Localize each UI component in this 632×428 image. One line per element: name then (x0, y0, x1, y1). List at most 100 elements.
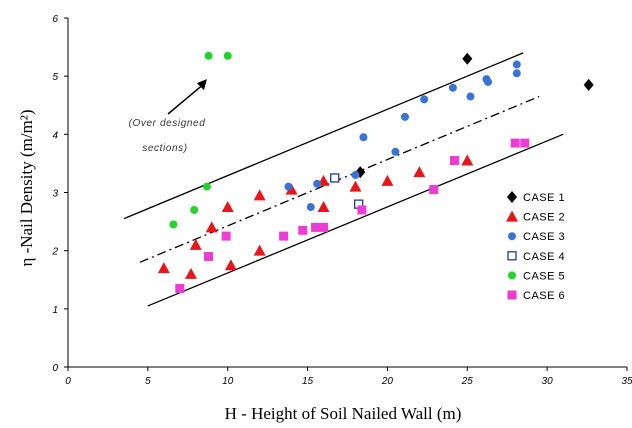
data-point (429, 185, 439, 195)
data-point (381, 174, 394, 186)
x-tick-label: 15 (302, 376, 314, 387)
series-case-6 (175, 138, 530, 293)
data-points (157, 51, 594, 293)
legend-label: CASE 5 (523, 270, 565, 282)
y-tick-label: 3 (52, 189, 58, 200)
data-point (484, 77, 493, 86)
legend-item: CASE 5 (508, 270, 565, 282)
data-point (391, 147, 400, 156)
data-point (157, 262, 170, 274)
data-point (204, 51, 213, 60)
x-tick-label: 35 (621, 376, 632, 387)
data-point (306, 203, 315, 212)
data-point (284, 182, 293, 191)
data-point (466, 92, 475, 101)
trend-lines (123, 52, 564, 307)
data-point (221, 201, 234, 213)
data-point (190, 205, 199, 214)
data-point (349, 180, 362, 192)
data-point (205, 221, 218, 233)
legend-marker (507, 251, 517, 261)
data-point (400, 112, 409, 121)
data-point (448, 83, 457, 92)
data-point (253, 189, 266, 201)
x-tick-label: 25 (461, 376, 474, 387)
data-point (298, 225, 308, 235)
data-point (204, 251, 214, 261)
data-point (317, 201, 330, 213)
legend: CASE 1 CASE 2 CASE 3 CASE 4 CASE 5 CASE 6 (506, 191, 565, 302)
data-point (413, 166, 426, 178)
data-point (450, 156, 460, 166)
data-point (279, 231, 289, 241)
data-point (169, 220, 178, 229)
trend-line-solid (147, 133, 564, 307)
annotation: (Over designed sections) (129, 79, 207, 154)
data-point (224, 259, 237, 271)
annotation-text: (Over designed (129, 118, 206, 129)
annotation-arrowhead (196, 79, 207, 91)
data-point (313, 179, 322, 188)
y-tick-label: 6 (52, 14, 58, 25)
legend-label: CASE 1 (523, 192, 565, 204)
legend-marker (507, 290, 517, 300)
legend-label: CASE 2 (523, 212, 565, 224)
series-case-3 (284, 60, 521, 212)
legend-marker (506, 210, 518, 222)
data-point (520, 138, 530, 148)
data-point (351, 171, 360, 180)
data-point (319, 222, 329, 232)
data-point (311, 222, 321, 232)
data-point (221, 231, 231, 241)
data-point (512, 69, 521, 78)
legend-label: CASE 4 (523, 251, 565, 263)
data-point (583, 78, 594, 91)
series-case-2 (157, 154, 474, 279)
legend-item: CASE 3 (508, 231, 565, 243)
legend-item: CASE 4 (507, 251, 565, 263)
data-point (462, 52, 473, 65)
annotation-text: sections) (142, 143, 187, 154)
x-tick-label: 0 (65, 376, 71, 387)
legend-marker (507, 191, 517, 203)
y-axis-title: η -Nail Density (m/m²) (17, 109, 36, 266)
data-point (420, 95, 429, 104)
y-tick-label: 2 (51, 247, 58, 258)
data-point (184, 267, 197, 279)
data-point (223, 51, 232, 60)
data-point (189, 238, 202, 250)
data-point (510, 138, 520, 148)
data-point (202, 182, 211, 191)
x-tick-label: 20 (381, 376, 394, 387)
y-tick-label: 4 (52, 130, 58, 141)
legend-item: CASE 2 (506, 210, 565, 224)
x-axis-title: H - Height of Soil Nailed Wall (m) (225, 404, 462, 423)
x-tick-label: 30 (542, 376, 554, 387)
x-tick-label: 5 (145, 376, 151, 387)
data-point (285, 183, 298, 195)
legend-marker (508, 271, 516, 280)
x-tick-label: 10 (222, 376, 234, 387)
trend-line-solid (123, 52, 524, 220)
data-point (461, 154, 474, 166)
trend-line-dashdot (139, 95, 540, 263)
data-point (253, 244, 266, 256)
series-case-5 (169, 51, 232, 229)
legend-label: CASE 3 (523, 231, 565, 243)
series-case-1 (355, 52, 594, 179)
data-point (330, 173, 340, 183)
legend-item: CASE 1 (507, 191, 565, 204)
data-point (175, 283, 185, 293)
data-point (359, 133, 368, 142)
data-point (357, 205, 367, 215)
axes: 0 5 10 15 20 25 30 35 0 1 2 3 4 5 6 (51, 14, 632, 387)
legend-label: CASE 6 (523, 290, 565, 302)
y-tick-label: 0 (52, 363, 58, 374)
annotation-arrow-shaft (167, 82, 206, 115)
legend-marker (508, 232, 516, 241)
y-tick-label: 5 (52, 72, 58, 83)
data-point (512, 60, 521, 69)
y-tick-label: 1 (52, 305, 58, 316)
legend-item: CASE 6 (507, 290, 565, 302)
